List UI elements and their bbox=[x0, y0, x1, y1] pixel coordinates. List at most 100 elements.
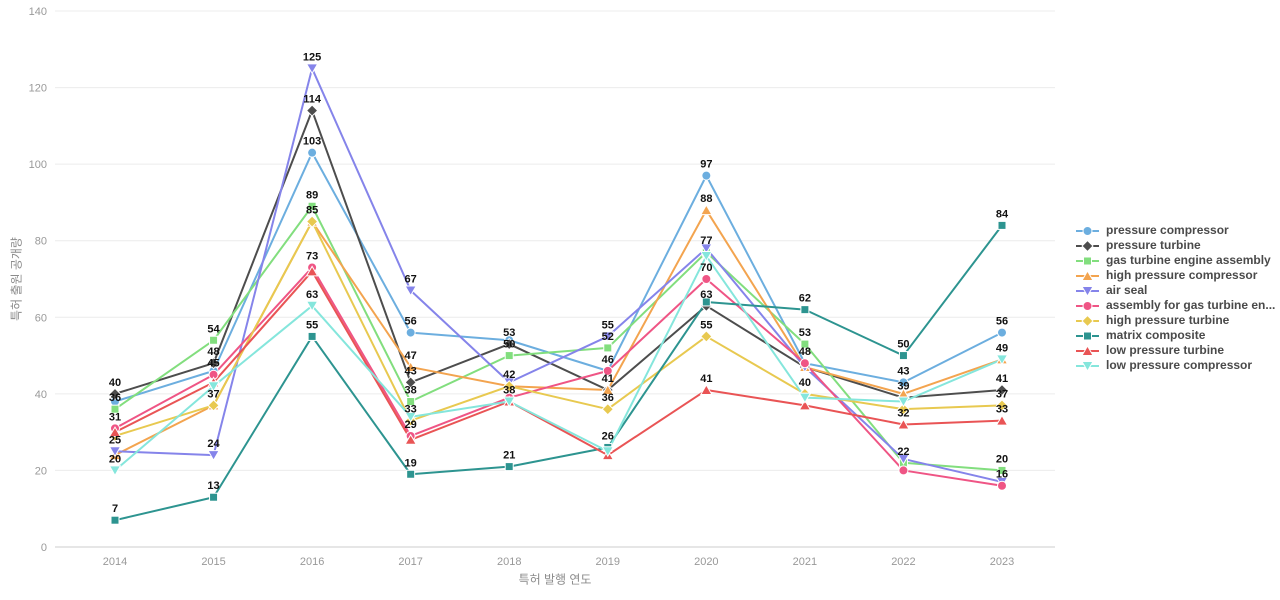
data-point-low-pressure-turbine[interactable] bbox=[995, 414, 1009, 426]
data-point-gas-turbine-engine-assembly[interactable] bbox=[110, 404, 120, 414]
data-point-air-seal[interactable] bbox=[207, 450, 220, 462]
data-point-pressure-compressor[interactable] bbox=[307, 147, 318, 158]
data-point-matrix-composite[interactable] bbox=[307, 331, 317, 341]
data-point-low-pressure-compressor[interactable] bbox=[897, 396, 910, 408]
legend-symbol[interactable] bbox=[1081, 344, 1094, 356]
data-point-air-seal[interactable] bbox=[699, 243, 713, 255]
data-point-high-pressure-compressor[interactable] bbox=[601, 384, 615, 396]
data-point-air-seal[interactable] bbox=[897, 453, 910, 465]
series-line-matrix-composite bbox=[114, 224, 1003, 522]
data-label: 55 bbox=[700, 319, 712, 331]
legend-item-low-pressure-turbine[interactable]: low pressure turbine bbox=[1075, 343, 1275, 358]
data-label: 38 bbox=[503, 385, 515, 397]
legend-symbol[interactable] bbox=[1082, 225, 1093, 236]
x-tick-label: 2014 bbox=[103, 556, 127, 568]
data-point-assembly-for-gas-turbine-en[interactable] bbox=[898, 465, 909, 476]
series-line-gas-turbine-engine-assembly bbox=[114, 205, 1003, 472]
legend-item-matrix-composite[interactable]: matrix composite bbox=[1075, 328, 1275, 343]
data-point-low-pressure-compressor[interactable] bbox=[995, 354, 1009, 366]
data-point-assembly-for-gas-turbine-en[interactable] bbox=[997, 480, 1007, 491]
legend-label: pressure compressor bbox=[1106, 223, 1229, 237]
legend-item-pressure-turbine[interactable]: pressure turbine bbox=[1075, 238, 1275, 253]
data-point-low-pressure-turbine[interactable] bbox=[404, 433, 418, 445]
data-point-pressure-turbine[interactable] bbox=[108, 387, 122, 401]
data-point-gas-turbine-engine-assembly[interactable] bbox=[307, 201, 317, 211]
data-point-matrix-composite[interactable] bbox=[504, 462, 514, 472]
data-point-low-pressure-compressor[interactable] bbox=[601, 446, 615, 458]
data-label: 46 bbox=[602, 354, 614, 366]
data-point-gas-turbine-engine-assembly[interactable] bbox=[800, 339, 810, 349]
data-point-pressure-turbine[interactable] bbox=[404, 376, 417, 389]
data-point-matrix-composite[interactable] bbox=[898, 351, 908, 361]
data-point-assembly-for-gas-turbine-en[interactable] bbox=[799, 358, 810, 369]
legend-label: high pressure turbine bbox=[1106, 313, 1230, 327]
data-point-high-pressure-turbine[interactable] bbox=[305, 215, 319, 228]
chart-legend: pressure compressor pressure turbine gas t… bbox=[1075, 223, 1275, 373]
legend-symbol[interactable] bbox=[1082, 300, 1093, 311]
data-point-pressure-turbine[interactable] bbox=[995, 383, 1009, 397]
series-line-assembly-for-gas-turbine-en bbox=[114, 266, 1003, 487]
legend-symbol[interactable] bbox=[1081, 239, 1094, 252]
legend-item-high-pressure-compressor[interactable]: high pressure compressor bbox=[1075, 268, 1275, 283]
data-point-pressure-compressor[interactable] bbox=[701, 170, 712, 181]
data-point-low-pressure-compressor[interactable] bbox=[108, 465, 122, 477]
data-point-high-pressure-turbine[interactable] bbox=[700, 330, 713, 343]
legend-item-gas-turbine-engine-assembly[interactable]: gas turbine engine assembly bbox=[1075, 253, 1275, 268]
data-point-air-seal[interactable] bbox=[305, 63, 319, 75]
legend-symbol[interactable] bbox=[1081, 314, 1094, 327]
data-point-matrix-composite[interactable] bbox=[997, 220, 1007, 230]
data-point-gas-turbine-engine-assembly[interactable] bbox=[504, 351, 514, 361]
legend-item-assembly-for-gas-turbine-en[interactable]: assembly for gas turbine en... bbox=[1075, 298, 1275, 313]
legend-item-low-pressure-compressor[interactable]: low pressure compressor bbox=[1075, 358, 1275, 373]
data-point-assembly-for-gas-turbine-en[interactable] bbox=[602, 365, 613, 376]
legend-marker-icon bbox=[1076, 256, 1099, 265]
legend-marker-icon bbox=[1076, 269, 1099, 281]
data-point-air-seal[interactable] bbox=[601, 331, 615, 343]
data-point-low-pressure-turbine[interactable] bbox=[108, 426, 122, 438]
data-point-pressure-turbine[interactable] bbox=[503, 337, 516, 351]
data-point-matrix-composite[interactable] bbox=[406, 469, 416, 479]
legend-symbol[interactable] bbox=[1081, 269, 1094, 281]
data-point-matrix-composite[interactable] bbox=[701, 297, 711, 307]
data-point-low-pressure-compressor[interactable] bbox=[305, 300, 319, 312]
data-point-low-pressure-turbine[interactable] bbox=[699, 384, 713, 396]
data-point-high-pressure-turbine[interactable] bbox=[995, 399, 1009, 412]
data-point-high-pressure-turbine[interactable] bbox=[207, 399, 220, 412]
data-point-pressure-turbine[interactable] bbox=[305, 104, 319, 117]
data-point-high-pressure-turbine[interactable] bbox=[601, 402, 614, 416]
data-point-pressure-turbine[interactable] bbox=[207, 357, 220, 370]
data-point-gas-turbine-engine-assembly[interactable] bbox=[997, 465, 1007, 475]
data-point-matrix-composite[interactable] bbox=[110, 515, 120, 525]
data-point-air-seal[interactable] bbox=[404, 285, 418, 297]
data-point-high-pressure-compressor[interactable] bbox=[699, 204, 713, 216]
data-point-low-pressure-turbine[interactable] bbox=[305, 265, 319, 277]
data-point-high-pressure-turbine[interactable] bbox=[897, 402, 910, 416]
data-point-low-pressure-turbine[interactable] bbox=[798, 399, 812, 411]
legend-symbol[interactable] bbox=[1083, 256, 1092, 265]
data-point-pressure-compressor[interactable] bbox=[405, 327, 416, 338]
data-point-high-pressure-turbine[interactable] bbox=[503, 379, 516, 393]
data-point-gas-turbine-engine-assembly[interactable] bbox=[603, 343, 613, 353]
legend-symbol[interactable] bbox=[1081, 360, 1094, 372]
legend-item-high-pressure-turbine[interactable]: high pressure turbine bbox=[1075, 313, 1275, 328]
data-point-gas-turbine-engine-assembly[interactable] bbox=[406, 397, 416, 407]
data-point-low-pressure-compressor[interactable] bbox=[699, 251, 713, 263]
legend-symbol[interactable] bbox=[1083, 331, 1092, 340]
legend-item-pressure-compressor[interactable]: pressure compressor bbox=[1075, 223, 1275, 238]
data-point-low-pressure-turbine[interactable] bbox=[897, 418, 910, 430]
data-point-high-pressure-compressor[interactable] bbox=[404, 361, 418, 373]
data-point-matrix-composite[interactable] bbox=[209, 492, 219, 502]
data-point-matrix-composite[interactable] bbox=[800, 305, 810, 315]
data-point-low-pressure-compressor[interactable] bbox=[404, 411, 418, 423]
y-axis-title: 특허 출원 공개량 bbox=[9, 237, 24, 321]
legend-item-air-seal[interactable]: air seal bbox=[1075, 283, 1275, 298]
data-point-low-pressure-compressor[interactable] bbox=[502, 396, 516, 408]
data-point-low-pressure-compressor[interactable] bbox=[207, 381, 220, 393]
data-point-gas-turbine-engine-assembly[interactable] bbox=[209, 335, 219, 345]
data-point-pressure-compressor[interactable] bbox=[997, 327, 1007, 338]
data-point-pressure-compressor[interactable] bbox=[898, 377, 909, 388]
data-point-low-pressure-compressor[interactable] bbox=[798, 392, 812, 404]
legend-symbol[interactable] bbox=[1081, 285, 1094, 297]
data-point-assembly-for-gas-turbine-en[interactable] bbox=[701, 274, 712, 284]
data-point-air-seal[interactable] bbox=[108, 446, 122, 458]
